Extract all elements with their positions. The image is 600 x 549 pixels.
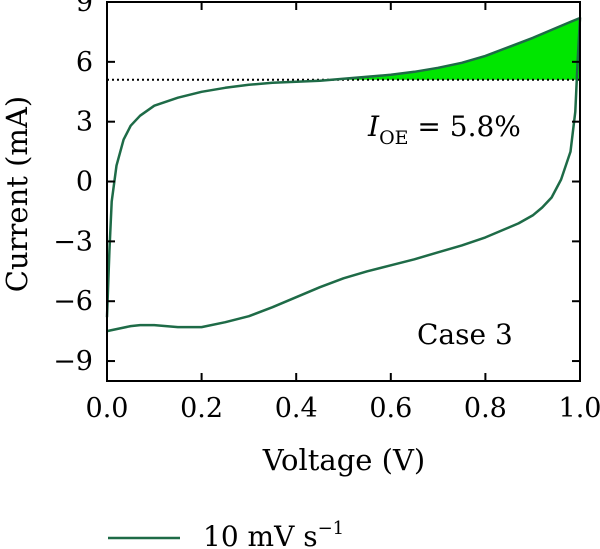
plot-frame (106, 1, 581, 382)
y-tick-label: 3 (76, 107, 93, 138)
cv-curve-line (105, 16, 582, 333)
legend-label-text: 10 mV s (203, 520, 318, 549)
x-tick-label: 0.2 (180, 393, 223, 424)
ioe-subscript: OE (379, 127, 408, 149)
ioe-value: = 5.8% (409, 110, 521, 143)
y-tick-label: −3 (53, 226, 93, 257)
y-tick-label: 9 (76, 0, 93, 18)
axis-ticks: 0.0 0.2 0.4 0.6 0.8 1.0 9 6 3 0 −3 −6 −9 (53, 0, 600, 424)
y-tick-label: −6 (53, 286, 93, 317)
overcharge-region-fill (331, 18, 580, 80)
y-tick-label: 6 (76, 47, 93, 78)
legend-label: 10 mV s−1 (203, 518, 344, 549)
ioe-annotation: IOE = 5.8% (367, 110, 521, 149)
y-axis-label: Current (mA) (0, 96, 34, 292)
x-axis-label: Voltage (V) (262, 443, 425, 477)
y-tick-label: 0 (76, 167, 93, 198)
x-tick-label: 0.4 (275, 393, 318, 424)
case-label: Case 3 (417, 318, 513, 351)
x-tick-label: 0.0 (86, 393, 129, 424)
legend-label-superscript: −1 (318, 518, 345, 539)
x-tick-label: 0.8 (464, 393, 507, 424)
ioe-symbol: I (367, 110, 380, 143)
y-tick-label: −9 (53, 346, 93, 377)
x-tick-label: 0.6 (369, 393, 412, 424)
x-tick-label: 1.0 (559, 393, 600, 424)
